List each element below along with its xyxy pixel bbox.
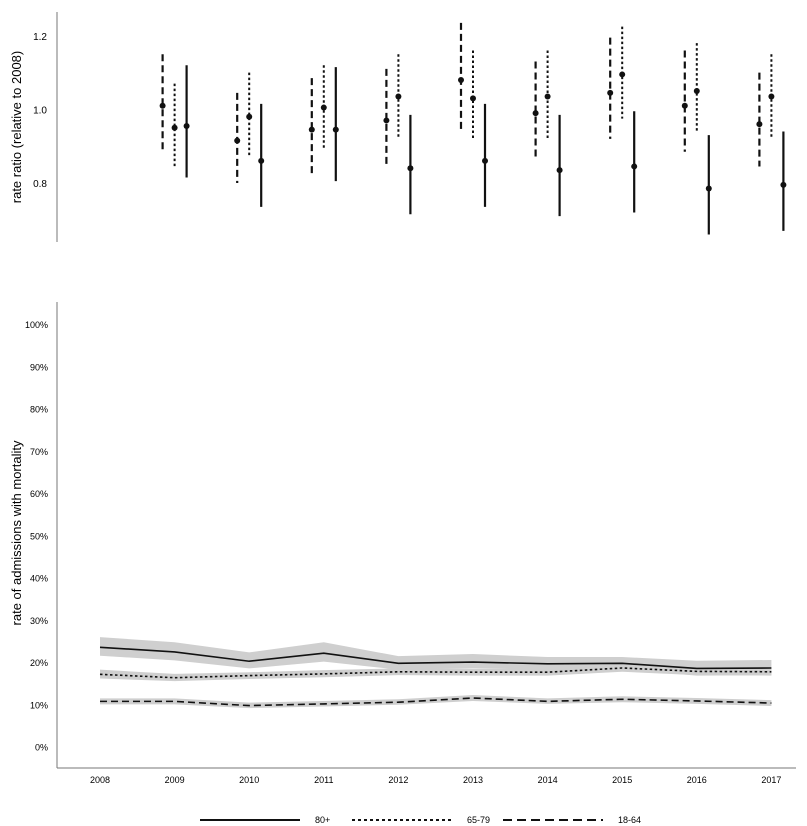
estimate-point-dotted xyxy=(320,104,327,111)
estimate-point-dotted xyxy=(470,95,476,102)
top-y-axis-label: rate ratio (relative to 2008) xyxy=(9,51,24,203)
top-y-ticks: 0.8 1.0 1.2 xyxy=(33,32,47,190)
legend: 80+ 65-79 18-64 xyxy=(200,815,641,825)
estimate-point-dotted xyxy=(768,93,775,100)
bottom-y-tick-label: 80% xyxy=(30,405,48,415)
bottom-y-tick-label: 50% xyxy=(30,531,48,541)
top-y-tick-label: 0.8 xyxy=(33,179,47,190)
x-tick-label: 2010 xyxy=(239,775,259,785)
legend-label: 65-79 xyxy=(467,815,490,825)
estimate-point-solid xyxy=(258,157,265,164)
estimate-point-dashed xyxy=(159,102,166,109)
series-line-solid xyxy=(99,646,772,670)
x-tick-label: 2015 xyxy=(612,775,632,785)
estimate-point-dashed xyxy=(607,89,614,96)
estimate-point-dotted xyxy=(246,113,253,120)
estimate-point-dashed xyxy=(532,110,539,117)
estimate-point-solid xyxy=(332,126,339,133)
bottom-y-tick-label: 0% xyxy=(35,743,48,753)
rate-ratio-panel: rate ratio (relative to 2008) 0.8 1.0 1.2 xyxy=(9,12,787,242)
estimate-point-dashed xyxy=(308,126,315,133)
estimate-point-dashed xyxy=(756,121,763,128)
estimate-point-solid xyxy=(556,167,563,174)
estimate-point-dotted xyxy=(693,88,700,94)
bottom-x-ticks: 2008 2009 2010 2011 2012 2013 2014 2015 2016 2017 xyxy=(90,775,781,785)
series-line-dotted xyxy=(99,667,772,679)
estimate-point-dotted xyxy=(395,93,402,100)
bottom-y-tick-label: 40% xyxy=(30,574,48,584)
x-tick-label: 2008 xyxy=(90,775,110,785)
bottom-y-tick-label: 20% xyxy=(30,658,48,668)
estimate-point-dotted xyxy=(619,71,626,78)
confidence-band xyxy=(100,695,772,709)
series-lines xyxy=(99,646,772,707)
x-tick-label: 2017 xyxy=(761,775,781,785)
x-tick-label: 2011 xyxy=(314,775,333,785)
bottom-y-tick-label: 30% xyxy=(30,616,48,626)
estimate-point-solid xyxy=(780,181,787,188)
bottom-y-tick-label: 70% xyxy=(30,447,48,457)
top-error-bars xyxy=(159,22,787,235)
x-tick-label: 2013 xyxy=(463,775,483,785)
bottom-y-tick-label: 10% xyxy=(30,700,48,710)
estimate-point-solid xyxy=(482,157,488,164)
estimate-point-solid xyxy=(631,163,638,170)
x-tick-label: 2014 xyxy=(538,775,558,785)
x-tick-label: 2016 xyxy=(687,775,707,785)
top-y-tick-label: 1.0 xyxy=(33,105,47,116)
estimate-point-dashed xyxy=(458,76,464,83)
bottom-y-tick-label: 90% xyxy=(30,362,48,372)
x-tick-label: 2009 xyxy=(165,775,185,785)
estimate-point-dashed xyxy=(234,137,241,144)
estimate-point-dashed xyxy=(681,102,688,109)
bottom-y-tick-label: 100% xyxy=(25,320,48,330)
estimate-point-dotted xyxy=(544,93,551,100)
bottom-y-tick-label: 60% xyxy=(30,489,48,499)
estimate-point-dotted xyxy=(171,124,178,131)
legend-label: 18-64 xyxy=(618,815,641,825)
estimate-point-dashed xyxy=(383,117,390,124)
estimate-point-solid xyxy=(183,122,190,129)
legend-label: 80+ xyxy=(315,815,330,825)
estimate-point-solid xyxy=(407,165,414,172)
mortality-rate-panel: rate of admissions with mortality 0% 10% 2… xyxy=(9,302,796,785)
bottom-y-ticks: 0% 10% 20% 30% 40% 50% 60% 70% 80% 90% 100% xyxy=(25,320,48,753)
series-line-dashed xyxy=(100,697,772,707)
estimate-point-solid xyxy=(705,185,712,192)
bottom-y-axis-label: rate of admissions with mortality xyxy=(9,440,24,625)
x-tick-label: 2012 xyxy=(388,775,408,785)
top-y-tick-label: 1.2 xyxy=(33,32,47,43)
